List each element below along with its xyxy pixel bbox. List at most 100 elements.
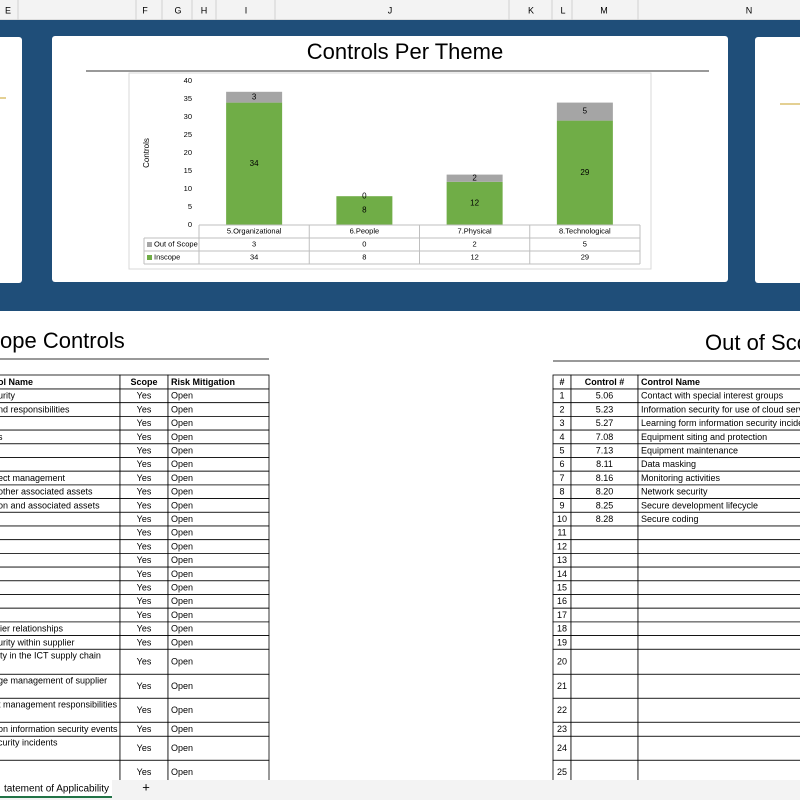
cell-text: Open — [171, 391, 193, 401]
legend-label: Inscope — [154, 252, 180, 261]
cell-text: Open — [171, 418, 193, 428]
cell-text: 18 — [557, 624, 567, 634]
cell-text: Yes — [137, 657, 152, 667]
cell — [570, 553, 639, 568]
cell-text: Yes — [137, 391, 152, 401]
cell-text: Open — [171, 743, 193, 753]
cell-text: Open — [171, 637, 193, 647]
cell-text: Open — [171, 528, 193, 538]
cell-text: lier relationships — [0, 624, 64, 634]
data-label: 8 — [362, 206, 367, 215]
cell-text: 5.06 — [596, 391, 614, 401]
cell-text: Yes — [137, 418, 152, 428]
bar-segment — [226, 91, 283, 103]
cell — [570, 539, 639, 554]
cell-text: on and associated assets — [0, 500, 100, 510]
cell — [637, 607, 800, 623]
data-label: 2 — [472, 173, 477, 182]
data-label: 29 — [580, 168, 589, 177]
cell-text: 7 — [559, 473, 564, 483]
cell-text: Open — [171, 657, 193, 667]
cell-text: 6 — [559, 459, 564, 469]
cell-text: on information security events — [0, 724, 118, 734]
cell-text: Open — [171, 569, 193, 579]
data-label: 12 — [470, 199, 479, 208]
cell — [0, 553, 121, 568]
cell — [570, 621, 639, 637]
cell — [570, 721, 639, 737]
cell-text: Yes — [137, 446, 152, 456]
column-letter: E — [5, 5, 11, 15]
cell-text: 3 — [559, 418, 564, 428]
sheet-tab-label[interactable]: tatement of Applicability — [4, 784, 109, 795]
cell — [570, 607, 639, 623]
cell — [0, 607, 121, 623]
cell-text: 7.08 — [596, 432, 614, 442]
cell-text: 5 — [559, 446, 564, 456]
cell-text: Open — [171, 681, 193, 691]
table-value: 5 — [583, 239, 587, 248]
cell — [119, 673, 169, 699]
cell-text: 13 — [557, 555, 567, 565]
cell-text: Information security for use of cloud se… — [641, 404, 800, 414]
left-title: ope Controls — [0, 328, 125, 353]
y-tick-label: 35 — [184, 94, 192, 103]
cell — [637, 580, 800, 595]
cell — [570, 525, 639, 541]
cell-text: Open — [171, 624, 193, 634]
right-title: Out of Sco — [705, 330, 800, 355]
cell-text: Open — [171, 596, 193, 606]
cell-text: Yes — [137, 555, 152, 565]
y-tick-label: 0 — [188, 220, 192, 229]
cell-text: Yes — [137, 473, 152, 483]
cell-text: Yes — [137, 500, 152, 510]
legend-swatch — [147, 255, 152, 260]
cell-text: Yes — [137, 767, 152, 777]
cell-text: 17 — [557, 610, 567, 620]
y-tick-label: 10 — [184, 184, 192, 193]
x-tick-label: 8.Technological — [559, 226, 611, 235]
y-tick-label: 15 — [184, 166, 192, 175]
column-letter: L — [560, 5, 565, 15]
cell-text: Yes — [137, 724, 152, 734]
cell-text: 19 — [557, 637, 567, 647]
column-letter: K — [528, 5, 534, 15]
x-tick-label: 5.Organizational — [227, 226, 282, 235]
cell-text: 12 — [557, 541, 567, 551]
cell — [0, 594, 121, 609]
cell — [0, 539, 121, 554]
cell-text: 9 — [559, 500, 564, 510]
cell-text: Yes — [137, 432, 152, 442]
cell-text: Yes — [137, 624, 152, 634]
cell-text: Open — [171, 541, 193, 551]
cell-text: 11 — [557, 528, 566, 538]
cell-text: 8.20 — [596, 487, 614, 497]
cell-text: Contact with special interest groups — [641, 391, 784, 401]
y-axis-label: Controls — [142, 138, 151, 168]
cell-text: 1 — [559, 391, 564, 401]
cell-text: nd responsibilities — [0, 404, 70, 414]
add-sheet-button[interactable]: + — [142, 779, 150, 794]
table-value: 8 — [362, 252, 366, 261]
cell — [0, 511, 121, 527]
cell — [0, 443, 121, 458]
table-value: 29 — [581, 252, 589, 261]
data-label: 5 — [583, 107, 588, 116]
cell-text: 15 — [557, 583, 567, 593]
header-text: Control Name — [641, 377, 700, 387]
data-label: 0 — [362, 191, 367, 200]
cell-text: 7.13 — [596, 446, 614, 456]
table-value: 34 — [250, 252, 258, 261]
cell-text: Open — [171, 514, 193, 524]
cell — [570, 697, 639, 723]
left-card — [0, 37, 22, 283]
column-letter: H — [201, 5, 208, 15]
table-value: 0 — [362, 239, 366, 248]
cell-text: Yes — [137, 404, 152, 414]
y-tick-label: 30 — [184, 112, 192, 121]
cell-text: urity within supplier — [0, 637, 75, 647]
sheet-tab[interactable] — [0, 780, 112, 798]
table-value: 3 — [252, 239, 256, 248]
cell-text: Yes — [137, 487, 152, 497]
